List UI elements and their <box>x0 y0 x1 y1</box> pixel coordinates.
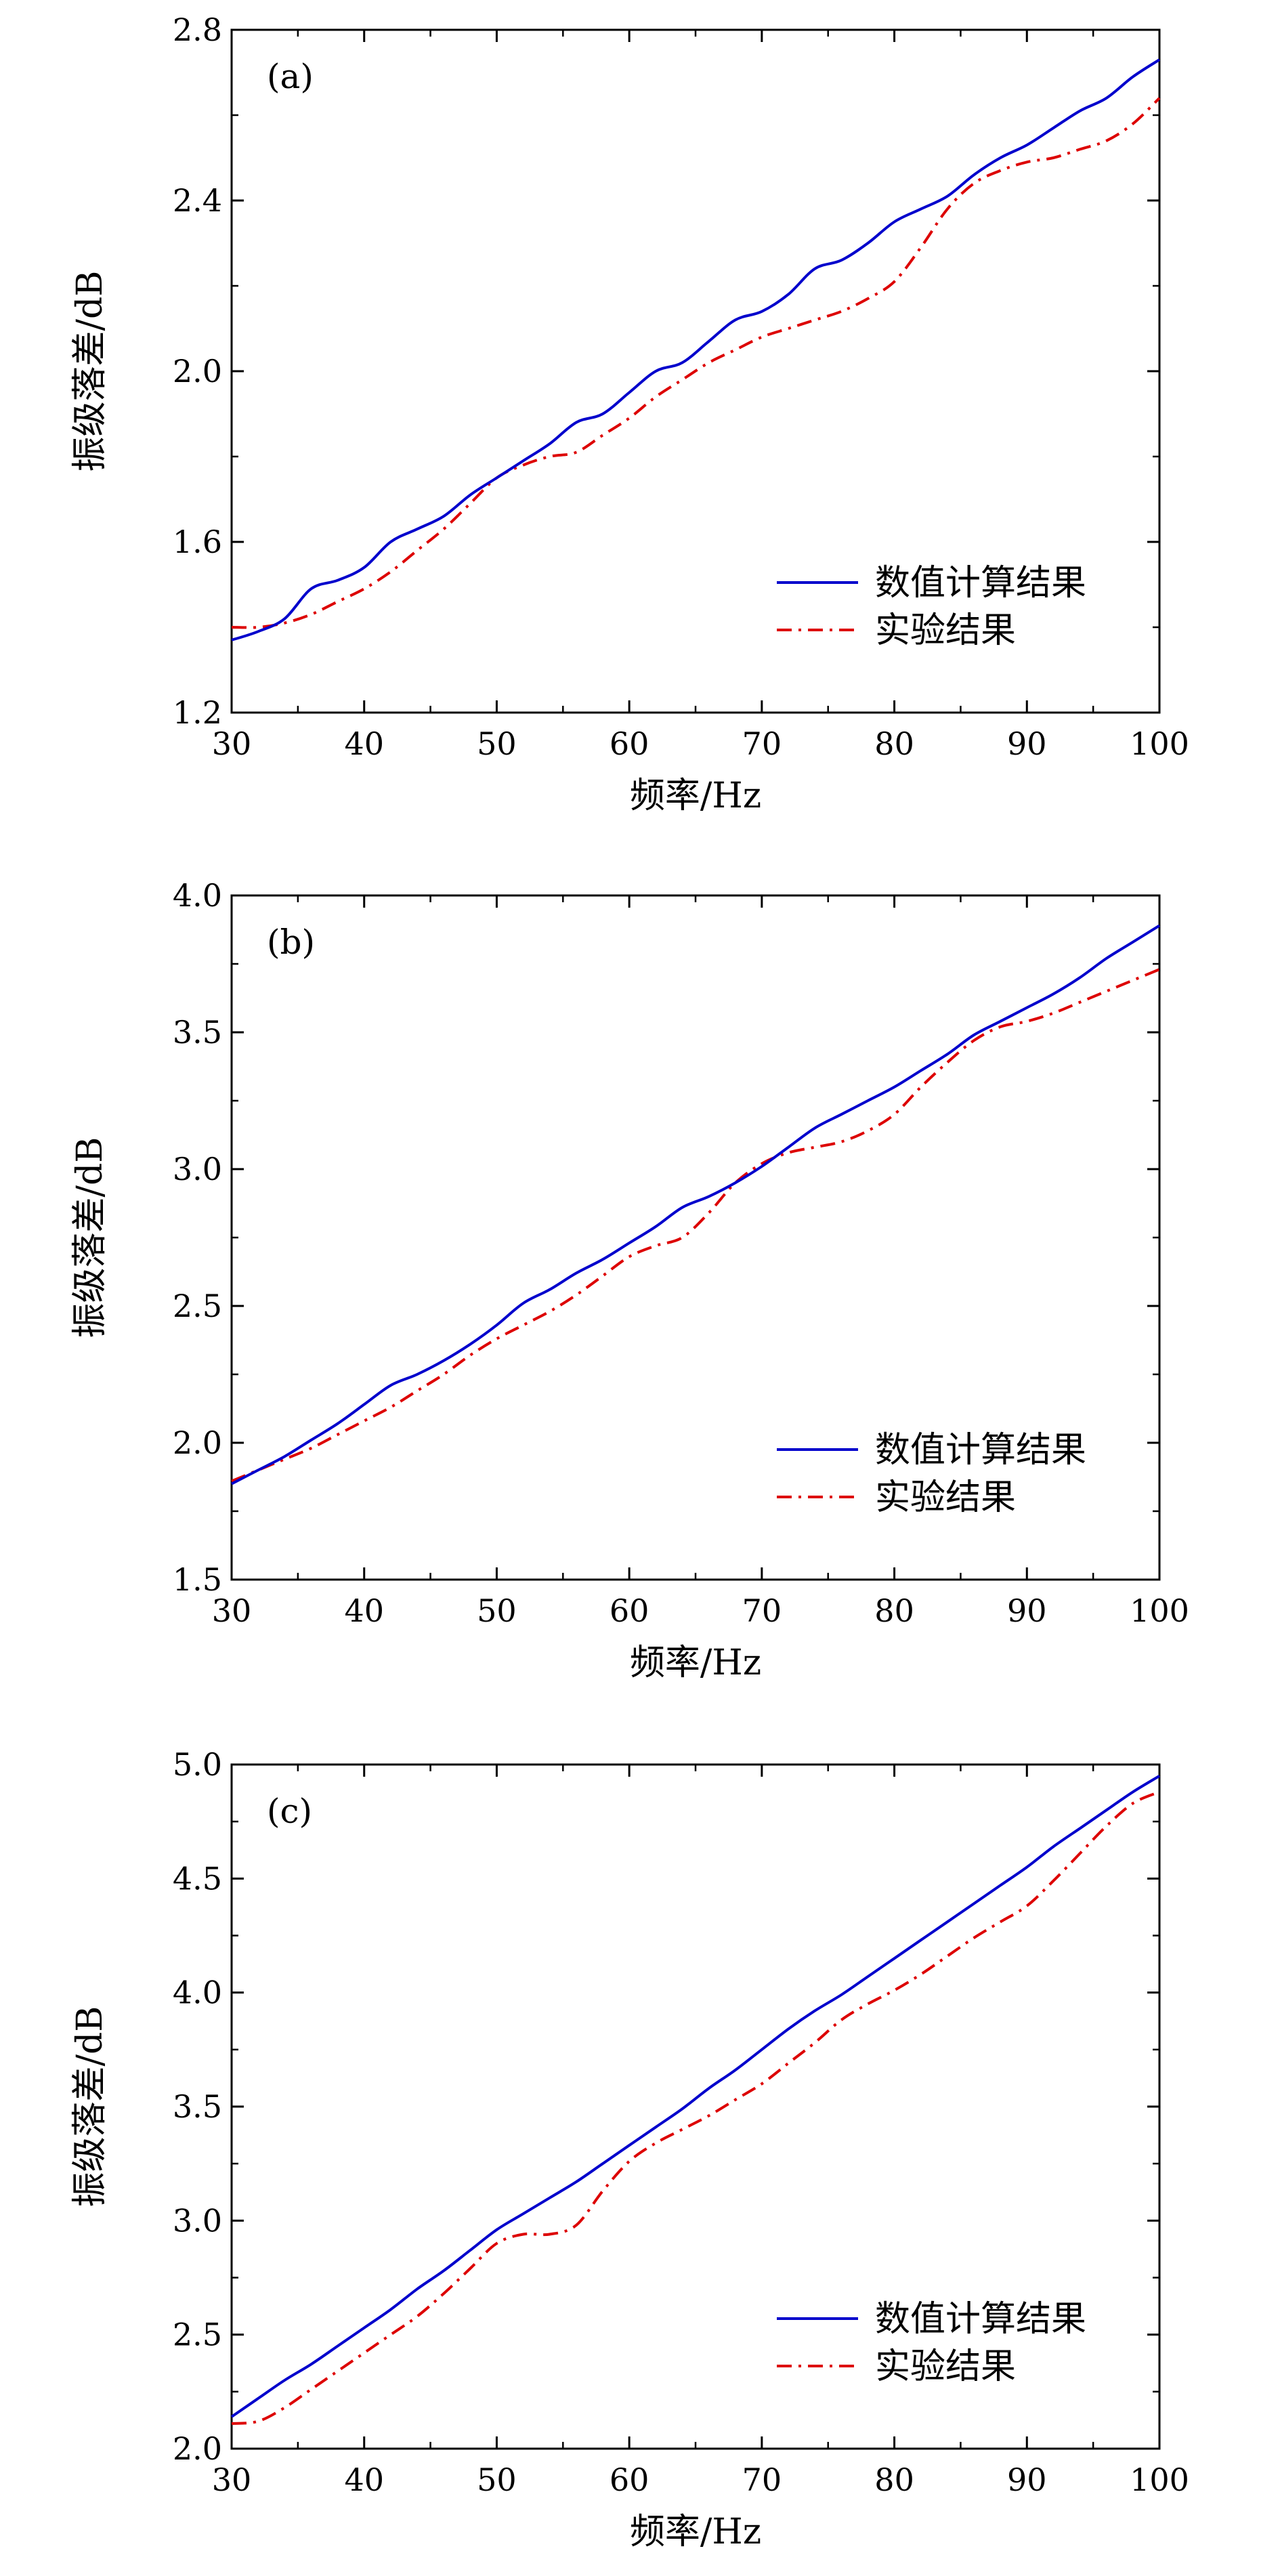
x-tick-label: 80 <box>874 2462 914 2498</box>
y-axis-label: 振级落差/dB <box>70 1137 110 1338</box>
x-tick-label: 60 <box>610 2462 649 2498</box>
x-tick-label: 90 <box>1007 2462 1047 2498</box>
y-tick-label: 2.0 <box>173 353 222 389</box>
series-line-numeric <box>231 924 1161 1485</box>
x-tick-label: 100 <box>1130 1592 1189 1629</box>
y-tick-label: 1.6 <box>173 524 222 560</box>
x-tick-label: 80 <box>874 1592 914 1629</box>
legend-label: 数值计算结果 <box>875 2299 1086 2340</box>
y-tick-label: 2.0 <box>173 2430 222 2467</box>
y-tick-label: 4.0 <box>173 877 222 914</box>
y-tick-label: 2.8 <box>173 12 222 48</box>
series-line-experiment <box>231 968 1160 1483</box>
y-tick-label: 2.5 <box>173 2317 222 2353</box>
y-tick-label: 1.5 <box>173 1561 222 1598</box>
plot-frame <box>230 894 1161 1581</box>
x-tick-label: 30 <box>212 2462 252 2498</box>
y-tick-label: 1.2 <box>173 694 222 731</box>
chart-panel-2: 30 40 50 60 70 80 90 100 1.5 2.0 2.5 3.0 3.5 4.0 频率/Hz… <box>70 877 1189 1683</box>
legend-label: 实验结果 <box>875 2346 1016 2387</box>
x-tick-label: 70 <box>742 725 782 762</box>
y-tick-label: 3.5 <box>173 1014 222 1051</box>
x-tick-label: 90 <box>1007 725 1047 762</box>
x-tick-label: 100 <box>1130 2462 1189 2498</box>
panel-label: (c) <box>267 1792 312 1831</box>
legend-label: 数值计算结果 <box>875 1430 1086 1471</box>
y-tick-label: 3.0 <box>173 2202 222 2239</box>
chart-panel-3: 30 40 50 60 70 80 90 100 2.0 2.5 3.0 3.5 4.0 4.5 5.0 频率… <box>70 1746 1189 2552</box>
y-tick-label: 4.5 <box>173 1860 222 1897</box>
series-line-experiment <box>231 97 1161 629</box>
panel-label: (b) <box>267 923 315 962</box>
x-tick-label: 70 <box>742 2462 782 2498</box>
legend-label: 数值计算结果 <box>875 563 1086 604</box>
legend-label: 实验结果 <box>875 1477 1016 1518</box>
x-tick-label: 90 <box>1007 1592 1047 1629</box>
series-line-numeric <box>230 1775 1161 2418</box>
x-tick-label: 30 <box>212 725 252 762</box>
x-tick-label: 50 <box>477 2462 517 2498</box>
series-line-experiment <box>231 1790 1160 2425</box>
y-tick-label: 2.5 <box>173 1288 222 1324</box>
x-tick-label: 30 <box>212 1592 252 1629</box>
y-axis-label: 振级落差/dB <box>70 2006 110 2207</box>
y-tick-label: 3.5 <box>173 2088 222 2125</box>
y-tick-label: 2.0 <box>173 1424 222 1461</box>
chart-panel-1: 30 40 50 60 70 80 90 100 1.2 1.6 2.0 2.4 2.8 频率/Hz 振级落… <box>70 12 1189 816</box>
y-tick-label: 2.4 <box>173 182 222 219</box>
x-tick-label: 50 <box>477 725 517 762</box>
y-axis-label: 振级落差/dB <box>70 270 110 471</box>
y-tick-label: 5.0 <box>173 1746 222 1783</box>
series-line-numeric <box>231 58 1161 641</box>
panel-label: (a) <box>267 57 314 96</box>
plot-frame <box>230 1763 1161 2450</box>
x-tick-label: 60 <box>610 1592 649 1629</box>
x-axis-label: 频率/Hz <box>630 2512 761 2552</box>
x-tick-label: 100 <box>1130 725 1189 762</box>
x-tick-label: 40 <box>344 2462 384 2498</box>
y-tick-label: 4.0 <box>173 1975 222 2011</box>
x-tick-label: 50 <box>477 1592 517 1629</box>
x-tick-label: 80 <box>874 725 914 762</box>
x-tick-label: 40 <box>344 1592 384 1629</box>
x-axis-label: 频率/Hz <box>630 1643 761 1683</box>
x-tick-label: 70 <box>742 1592 782 1629</box>
x-tick-label: 60 <box>610 725 649 762</box>
y-tick-label: 3.0 <box>173 1151 222 1187</box>
legend-label: 实验结果 <box>875 610 1016 651</box>
x-axis-label: 频率/Hz <box>630 776 761 816</box>
x-tick-label: 40 <box>344 725 384 762</box>
